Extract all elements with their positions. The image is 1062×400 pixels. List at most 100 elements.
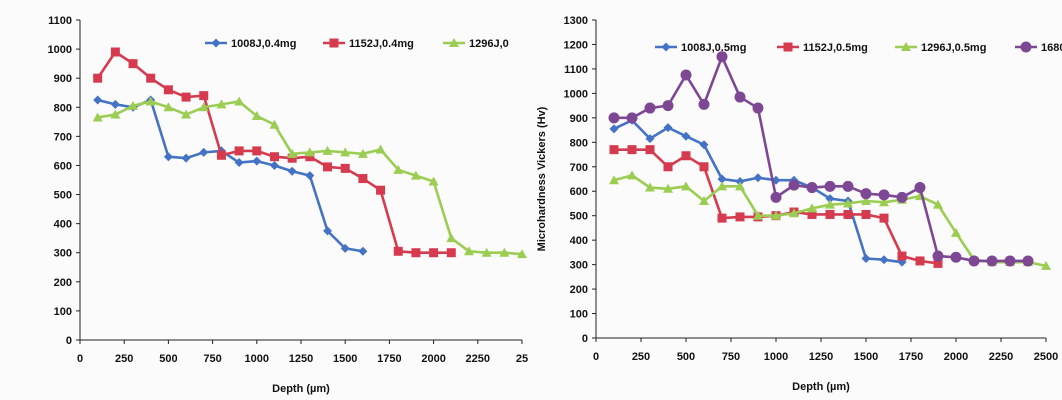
data-point	[287, 148, 298, 158]
data-point	[481, 247, 492, 257]
y-tick-label: 700	[54, 131, 72, 143]
data-point	[843, 198, 853, 208]
data-point	[951, 227, 961, 237]
y-tick-label: 900	[54, 73, 72, 85]
data-point	[128, 59, 138, 69]
series-1152j-0-4mg	[93, 47, 456, 258]
data-point	[932, 250, 944, 262]
data-point	[663, 183, 673, 193]
data-point	[410, 170, 421, 180]
data-point	[446, 248, 456, 258]
data-point	[699, 196, 709, 206]
y-tick-label: 900	[570, 113, 588, 125]
data-point	[340, 147, 351, 157]
data-point	[699, 162, 709, 172]
data-point	[609, 124, 619, 134]
data-point	[609, 175, 619, 185]
data-point	[717, 181, 727, 191]
y-tick-label: 800	[570, 137, 588, 149]
data-point	[340, 163, 350, 173]
y-tick-label: 700	[570, 162, 588, 174]
data-point	[304, 147, 315, 157]
data-point	[393, 164, 404, 174]
x-tick-label: 1250	[809, 351, 833, 363]
data-point	[788, 179, 800, 191]
data-point	[645, 182, 655, 192]
data-point	[717, 213, 727, 223]
data-point	[517, 249, 527, 259]
legend-item: 1296J,0	[443, 38, 509, 50]
data-point	[789, 208, 799, 218]
data-point	[110, 109, 121, 119]
x-axis-label: Depth (µm)	[272, 383, 330, 395]
data-point	[181, 153, 191, 163]
x-tick-label: 2250	[989, 351, 1013, 363]
data-point	[252, 156, 262, 166]
x-tick-label: 0	[77, 353, 83, 365]
data-point	[163, 152, 173, 162]
data-point	[627, 170, 637, 180]
data-point	[216, 99, 227, 109]
data-point	[393, 246, 403, 256]
data-point	[163, 85, 173, 95]
data-point	[110, 99, 120, 109]
series-1152j-0-5mg	[609, 145, 943, 268]
data-point	[163, 102, 174, 112]
y-tick-label: 1000	[48, 44, 72, 56]
data-point	[771, 210, 781, 220]
data-point	[716, 51, 728, 63]
x-tick-label: 1750	[377, 353, 401, 365]
data-point	[269, 152, 279, 162]
data-point	[1022, 255, 1034, 267]
data-point	[663, 123, 673, 133]
data-point	[251, 111, 262, 120]
data-point	[753, 173, 763, 183]
data-point	[735, 212, 745, 222]
data-point	[305, 152, 315, 162]
data-point	[968, 255, 980, 267]
data-point	[663, 162, 673, 172]
y-tick-label: 200	[570, 284, 588, 296]
x-tick-label: 250	[632, 351, 650, 363]
legend-item: 1008J,0.4mg	[205, 38, 296, 50]
series-1008j-0-4mg	[93, 95, 368, 256]
y-tick-label: 1000	[564, 88, 588, 100]
data-point	[627, 145, 637, 155]
data-point	[181, 92, 191, 102]
series-1296j-0	[92, 96, 527, 259]
data-point	[411, 248, 421, 258]
legend-item: 1680J,	[1015, 41, 1062, 54]
legend-label: 1680J,	[1041, 42, 1062, 54]
data-point	[358, 246, 368, 256]
legend-marker	[661, 42, 671, 52]
data-point	[446, 233, 457, 243]
y-tick-label: 100	[570, 309, 588, 321]
data-point	[861, 196, 871, 206]
y-tick-label: 800	[54, 102, 72, 114]
data-point	[645, 134, 655, 144]
data-point	[609, 145, 619, 155]
x-tick-label: 250	[115, 353, 133, 365]
data-point	[499, 247, 510, 257]
data-point	[645, 145, 655, 155]
data-point	[128, 100, 139, 110]
data-point	[323, 226, 333, 236]
series-line	[614, 148, 939, 265]
data-point	[735, 181, 745, 191]
x-tick-label: 1750	[899, 351, 923, 363]
data-point	[752, 102, 764, 114]
data-point	[305, 171, 315, 181]
data-point	[860, 188, 872, 200]
legend-item: 1296J,0.5mg	[895, 42, 986, 54]
data-point	[680, 69, 692, 81]
x-tick-label: 2500	[1034, 351, 1058, 363]
legend-item: 1152J,0.4mg	[323, 38, 414, 50]
data-point	[252, 146, 262, 156]
data-point	[879, 213, 889, 223]
y-tick-label: 500	[570, 211, 588, 223]
data-point	[699, 140, 709, 150]
x-tick-label: 750	[203, 353, 221, 365]
data-point	[914, 182, 926, 194]
data-point	[807, 209, 817, 219]
